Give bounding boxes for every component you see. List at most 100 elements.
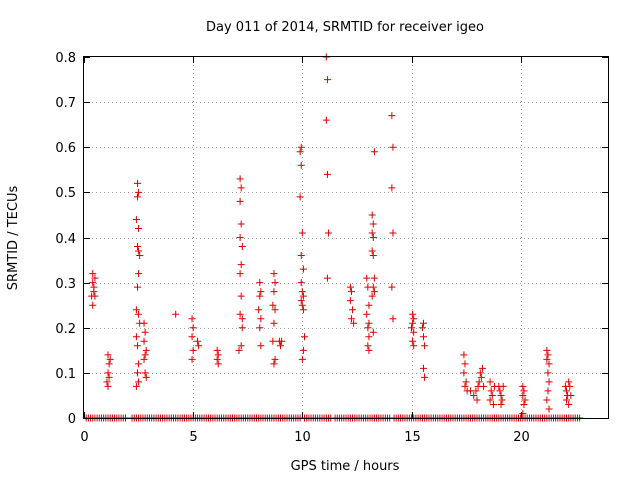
data-point bbox=[296, 193, 304, 201]
data-point bbox=[140, 319, 148, 327]
data-point bbox=[132, 333, 140, 341]
data-point bbox=[486, 396, 494, 404]
data-point bbox=[409, 337, 417, 345]
data-point bbox=[256, 324, 264, 332]
data-point bbox=[256, 279, 264, 287]
data-point bbox=[563, 396, 571, 404]
data-point bbox=[563, 387, 571, 395]
data-point bbox=[488, 391, 496, 399]
data-point bbox=[369, 220, 377, 228]
data-point bbox=[269, 301, 277, 309]
data-point bbox=[135, 224, 143, 232]
y-tick-label: 0.2 bbox=[55, 322, 76, 337]
data-point bbox=[497, 400, 505, 408]
data-point bbox=[475, 378, 483, 386]
x-tick-label: 0 bbox=[80, 430, 88, 445]
data-point bbox=[135, 270, 143, 278]
data-point bbox=[299, 346, 307, 354]
data-point bbox=[477, 373, 485, 381]
data-point bbox=[140, 337, 148, 345]
data-point bbox=[470, 391, 478, 399]
data-point bbox=[236, 175, 244, 183]
data-point bbox=[544, 387, 552, 395]
y-tick-label: 0.8 bbox=[55, 51, 76, 66]
data-point bbox=[497, 391, 505, 399]
y-tick-label: 0.5 bbox=[55, 186, 76, 201]
data-point bbox=[299, 292, 307, 300]
data-point bbox=[369, 283, 377, 291]
data-point bbox=[460, 369, 468, 377]
data-point bbox=[462, 378, 470, 386]
x-axis-label: GPS time / hours bbox=[291, 459, 400, 474]
data-point bbox=[368, 247, 376, 255]
data-point bbox=[420, 364, 428, 372]
y-tick-label: 0.4 bbox=[55, 232, 76, 247]
data-point bbox=[370, 148, 378, 156]
data-point bbox=[323, 274, 331, 282]
data-point bbox=[519, 382, 527, 390]
data-point bbox=[132, 215, 140, 223]
data-point bbox=[142, 373, 150, 381]
data-point bbox=[237, 220, 245, 228]
data-point bbox=[365, 333, 373, 341]
data-point bbox=[389, 143, 397, 151]
data-point bbox=[189, 346, 197, 354]
data-point bbox=[499, 382, 507, 390]
data-point bbox=[133, 369, 141, 377]
data-point bbox=[298, 229, 306, 237]
data-point bbox=[271, 355, 279, 363]
data-point bbox=[133, 193, 141, 201]
data-point bbox=[370, 288, 378, 296]
data-point bbox=[237, 342, 245, 350]
data-point bbox=[369, 234, 377, 241]
data-point bbox=[322, 116, 330, 124]
data-point bbox=[496, 387, 504, 395]
data-point bbox=[365, 346, 373, 354]
data-point bbox=[461, 360, 469, 368]
data-point bbox=[188, 355, 196, 363]
data-point bbox=[299, 306, 307, 314]
data-point bbox=[257, 342, 265, 350]
data-point bbox=[297, 297, 305, 305]
data-point bbox=[238, 243, 246, 251]
data-point bbox=[363, 274, 371, 282]
data-point bbox=[135, 188, 143, 196]
data-point bbox=[543, 355, 551, 363]
chart-title: Day 011 of 2014, SRMTID for receiver ige… bbox=[206, 20, 484, 35]
data-point bbox=[296, 148, 304, 156]
y-axis-label: SRMTID / TECUs bbox=[6, 186, 21, 291]
data-point bbox=[420, 333, 428, 341]
data-point bbox=[133, 179, 141, 187]
data-point bbox=[301, 333, 309, 341]
data-point bbox=[544, 369, 552, 377]
data-point bbox=[519, 409, 527, 417]
data-point bbox=[255, 306, 263, 314]
data-point bbox=[567, 391, 575, 399]
data-point bbox=[410, 342, 418, 350]
data-point bbox=[277, 342, 284, 350]
data-point bbox=[363, 310, 371, 318]
x-tick-label: 20 bbox=[513, 430, 530, 445]
data-point bbox=[347, 315, 355, 323]
y-tick-label: 0.3 bbox=[55, 277, 76, 292]
data-point bbox=[487, 387, 495, 395]
data-point bbox=[188, 333, 196, 341]
data-point bbox=[388, 184, 396, 192]
data-point bbox=[141, 328, 149, 336]
data-point bbox=[269, 337, 277, 345]
data-point bbox=[141, 351, 149, 359]
data-point bbox=[297, 279, 305, 287]
data-point bbox=[410, 315, 418, 323]
data-point bbox=[368, 292, 376, 300]
data-point bbox=[388, 112, 396, 120]
data-point bbox=[213, 355, 221, 363]
data-point bbox=[323, 170, 331, 178]
data-point bbox=[543, 396, 551, 404]
data-point bbox=[347, 288, 355, 296]
data-point bbox=[135, 378, 143, 386]
data-point bbox=[368, 229, 376, 237]
data-point bbox=[135, 247, 143, 255]
data-point bbox=[521, 396, 529, 404]
data-point bbox=[236, 197, 244, 205]
data-point bbox=[297, 161, 305, 169]
